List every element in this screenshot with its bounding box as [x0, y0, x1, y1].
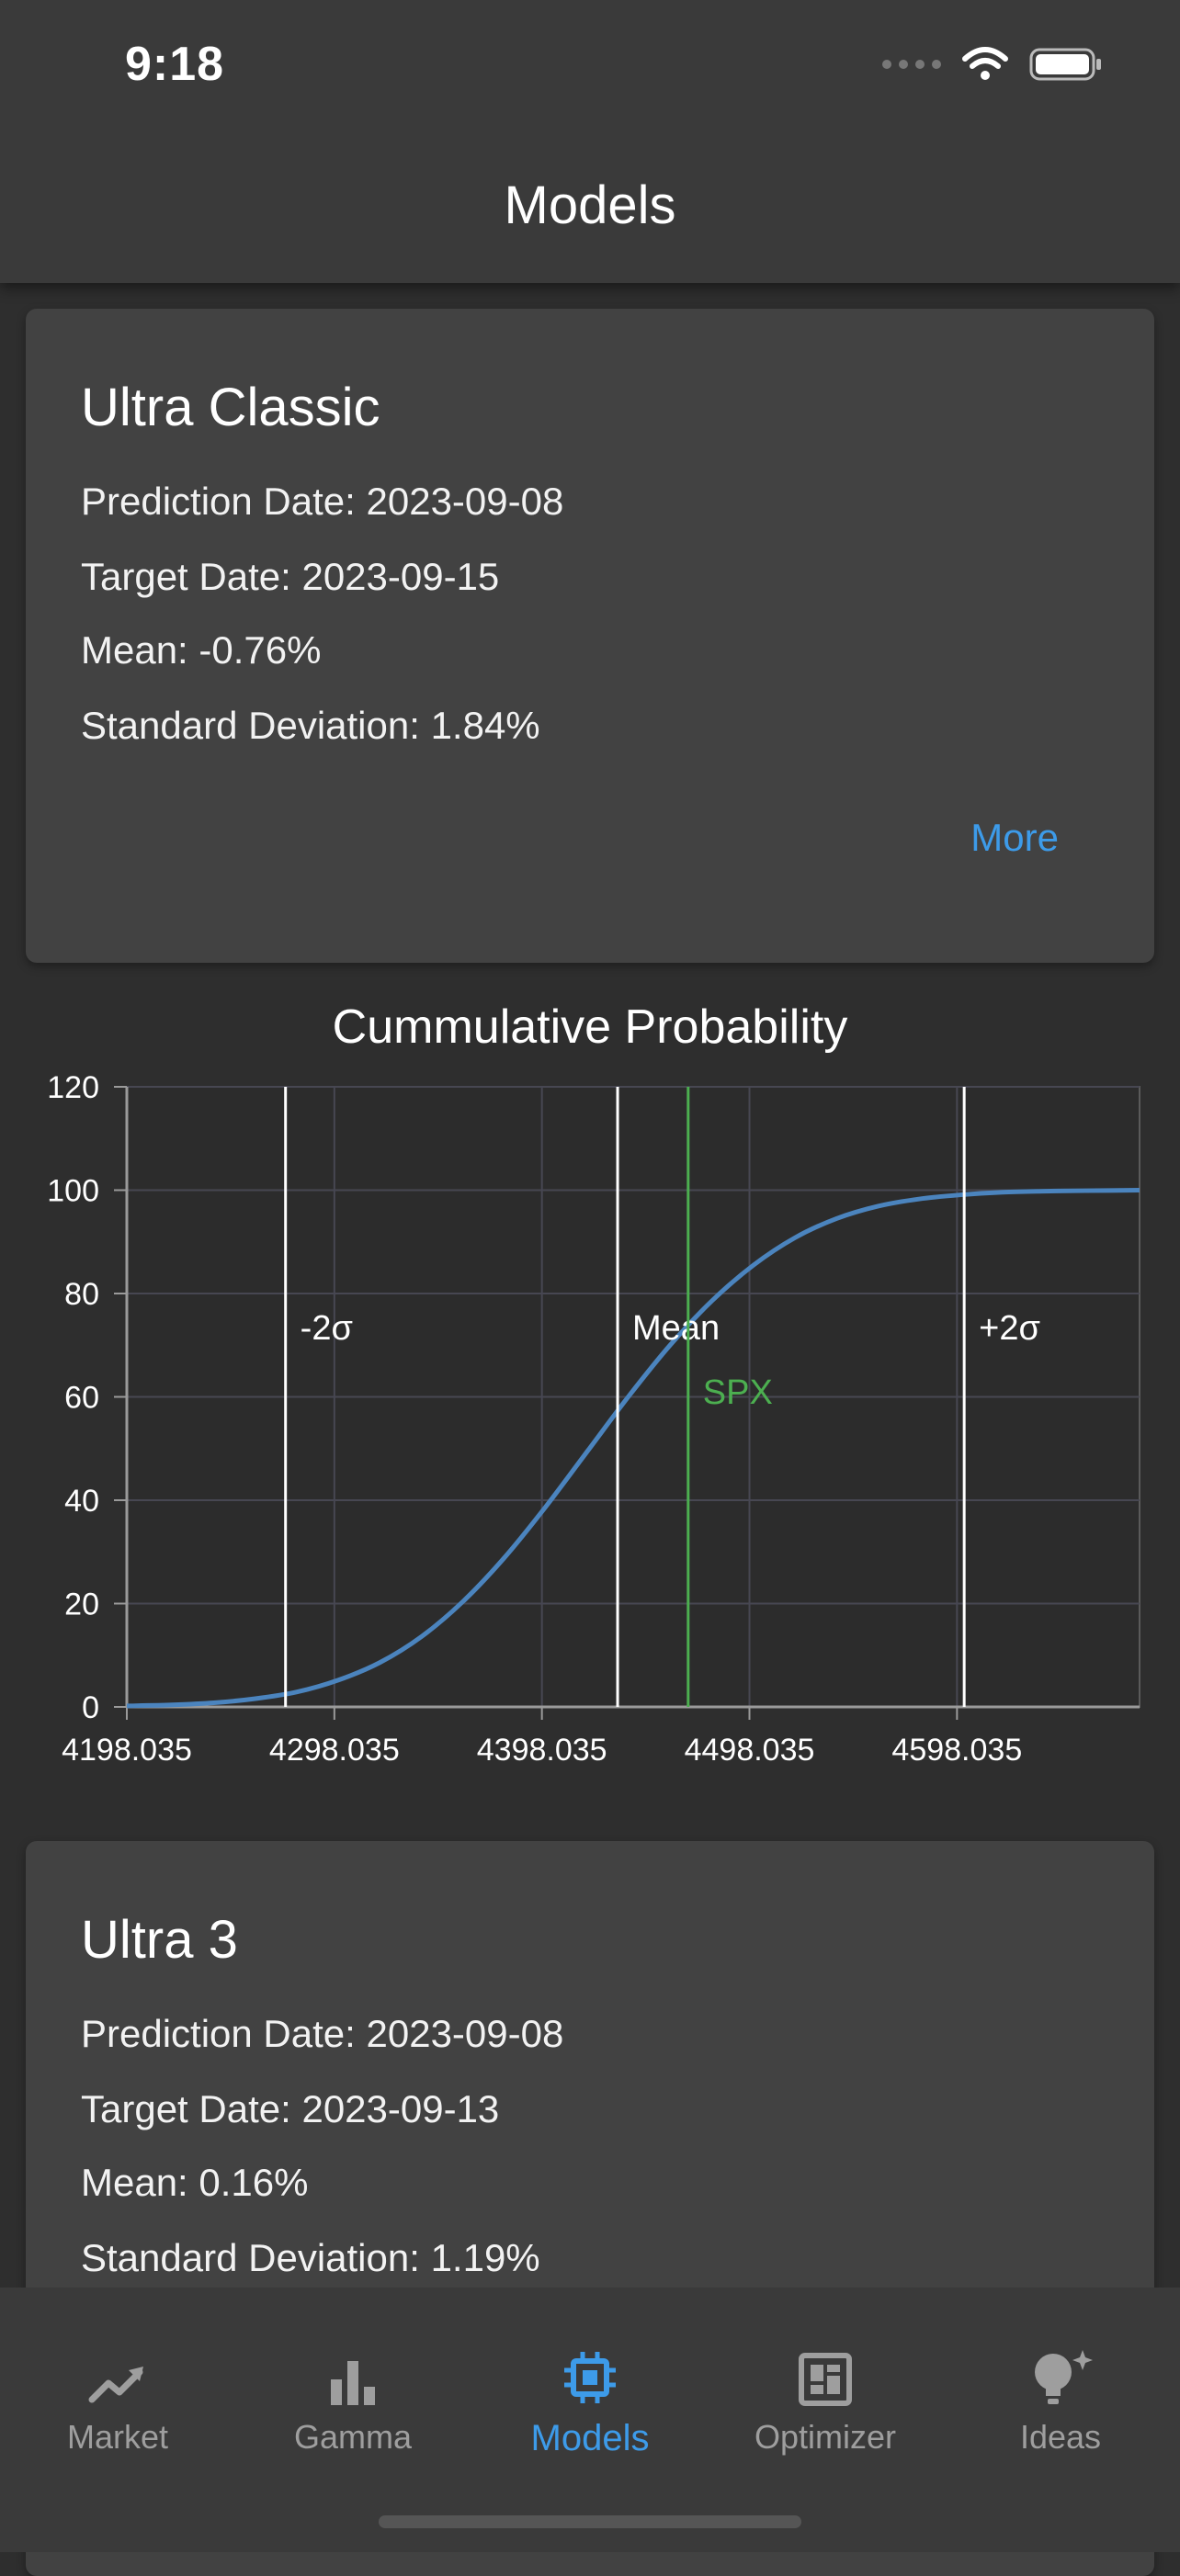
cellular-signal-icon	[882, 60, 941, 69]
prediction-date: Prediction Date: 2023-09-08	[81, 480, 564, 523]
tab-label: Market	[66, 2418, 169, 2456]
x-tick-label: 4398.035	[477, 1733, 607, 1768]
bottom-tab-bar: Market Gamma Models	[0, 2288, 1180, 2552]
x-tick-label: 4598.035	[891, 1733, 1022, 1768]
marker-label-2: -2σ	[301, 1309, 353, 1348]
y-tick-label: 0	[82, 1690, 99, 1725]
marker-label-mean: Mean	[632, 1309, 720, 1348]
status-icons	[882, 46, 1103, 83]
cpu-chip-icon	[564, 2352, 616, 2403]
home-indicator[interactable]	[379, 2515, 801, 2528]
x-tick-label: 4198.035	[62, 1733, 192, 1768]
model-name: Ultra 3	[81, 1910, 238, 1970]
app-bar: 9:18 Models	[0, 0, 1180, 283]
tab-label: Models	[530, 2418, 650, 2458]
mean-value: Mean: -0.76%	[81, 628, 322, 672]
standard-deviation: Standard Deviation: 1.84%	[81, 704, 540, 747]
chart-title: Cummulative Probability	[332, 1000, 848, 1054]
cumulative-probability-line	[126, 1188, 1140, 1709]
tab-optimizer[interactable]: Optimizer	[724, 2333, 926, 2457]
tab-market[interactable]: Market	[17, 2333, 219, 2457]
marker-label-2: +2σ	[979, 1309, 1040, 1348]
y-tick-label: 120	[47, 1070, 99, 1105]
target-date: Target Date: 2023-09-15	[81, 555, 500, 598]
prediction-date: Prediction Date: 2023-09-08	[81, 2012, 564, 2055]
tab-gamma[interactable]: Gamma	[252, 2333, 454, 2457]
standard-deviation: Standard Deviation: 1.19%	[81, 2236, 540, 2279]
y-tick-label: 80	[64, 1277, 99, 1312]
tab-models[interactable]: Models	[489, 2333, 691, 2459]
model-name: Ultra Classic	[81, 378, 380, 437]
tab-label: Optimizer	[754, 2418, 897, 2456]
y-tick-label: 20	[64, 1587, 99, 1622]
tab-label: Ideas	[1019, 2418, 1102, 2456]
y-tick-label: 100	[47, 1174, 99, 1209]
dashboard-icon	[799, 2353, 852, 2406]
marker-label-spx: SPX	[703, 1373, 773, 1412]
y-tick-label: 40	[64, 1484, 99, 1519]
x-tick-label: 4298.035	[269, 1733, 400, 1768]
lightbulb-icon	[1035, 2350, 1093, 2404]
status-time: 9:18	[125, 38, 225, 91]
x-tick-label: 4498.035	[685, 1733, 815, 1768]
page-title: Models	[504, 175, 676, 235]
cumulative-probability-chart: Cummulative Probability 0 20 40 60 80 100 120 4…	[0, 992, 1180, 1782]
model-card-ultra-classic: Ultra Classic Prediction Date: 2023-09-0…	[26, 309, 1154, 963]
trending-up-icon	[88, 2367, 143, 2403]
tab-label: Gamma	[293, 2418, 413, 2456]
mean-value: Mean: 0.16%	[81, 2161, 309, 2204]
more-button[interactable]: More	[970, 816, 1059, 859]
bar-chart-icon	[331, 2361, 375, 2405]
wifi-icon	[962, 47, 1008, 80]
target-date: Target Date: 2023-09-13	[81, 2087, 500, 2130]
y-tick-label: 60	[64, 1381, 99, 1416]
battery-icon	[1029, 48, 1101, 81]
tab-ideas[interactable]: Ideas	[959, 2333, 1162, 2457]
chart-plot: 0 20 40 60 80 100 120 4198.035 4298.035 4398.035 4…	[47, 1070, 1140, 1768]
